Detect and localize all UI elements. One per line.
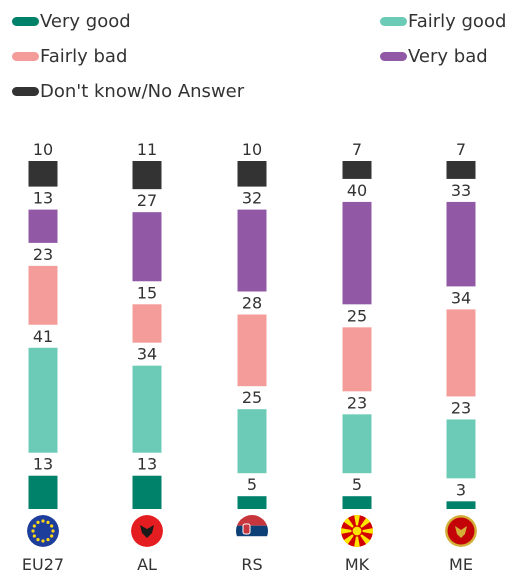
bar-very-bad-eu27 — [28, 209, 58, 243]
data-label-very-bad-al: 27 — [137, 191, 157, 210]
bar-very-good-rs — [237, 496, 267, 509]
data-label-very-good-me: 3 — [456, 480, 466, 499]
bar-very-good-al — [132, 475, 162, 509]
bar-very-bad-mk — [342, 201, 372, 305]
bar-fairly-good-al — [132, 365, 162, 453]
bar-group-al: 13 34 15 27 11 — [132, 140, 162, 509]
data-label-very-good-rs: 5 — [247, 475, 257, 494]
legend-swatch-very-bad — [380, 52, 407, 61]
bar-group-eu27: 13 41 23 13 10 — [28, 140, 58, 509]
legend-item-fairly-bad: Fairly bad — [12, 46, 127, 67]
legend-label-very-bad: Very bad — [408, 46, 488, 67]
legend-swatch-very-good — [12, 17, 39, 26]
data-label-fairly-bad-mk: 25 — [347, 306, 367, 325]
data-label-fairly-good-me: 23 — [451, 398, 471, 417]
data-label-very-good-al: 13 — [137, 455, 157, 474]
legend-swatch-fairly-bad — [12, 52, 39, 61]
category-label-al: AL — [137, 555, 157, 574]
bar-very-good-eu27 — [28, 475, 58, 509]
data-label-fairly-bad-rs: 28 — [242, 294, 262, 313]
data-label-fairly-good-eu27: 41 — [33, 327, 53, 346]
legend-item-fairly-good: Fairly good — [380, 11, 506, 32]
bar-fairly-bad-rs — [237, 314, 267, 387]
legend-swatch-fairly-good — [380, 17, 407, 26]
bar-group-mk: 5 23 25 40 7 — [342, 140, 372, 509]
eu-flag-icon — [27, 515, 59, 547]
serbia-flag-icon — [236, 515, 268, 547]
bar-don-t-know-no-answer-me — [446, 161, 476, 179]
data-label-very-good-eu27: 13 — [33, 455, 53, 474]
bar-group-rs: 5 25 28 32 10 — [237, 140, 267, 509]
data-label-fairly-bad-eu27: 23 — [33, 245, 53, 264]
data-label-don-t-know-no-answer-rs: 10 — [242, 140, 262, 159]
bar-fairly-bad-al — [132, 304, 162, 343]
bar-fairly-good-rs — [237, 409, 267, 474]
category-label-rs: RS — [241, 555, 262, 574]
bar-fairly-good-me — [446, 419, 476, 479]
data-label-fairly-bad-al: 15 — [137, 283, 157, 302]
data-label-very-bad-mk: 40 — [347, 181, 367, 200]
bar-very-bad-me — [446, 201, 476, 287]
bar-don-t-know-no-answer-mk — [342, 161, 372, 179]
legend-item-very-good: Very good — [12, 11, 131, 32]
bar-fairly-good-eu27 — [28, 347, 58, 453]
albania-flag-icon — [131, 515, 163, 547]
legend-label-dont-know: Don't know/No Answer — [40, 81, 245, 102]
bar-fairly-good-mk — [342, 414, 372, 474]
bar-don-t-know-no-answer-al — [132, 161, 162, 190]
data-label-don-t-know-no-answer-al: 11 — [137, 140, 157, 159]
data-label-fairly-good-mk: 23 — [347, 393, 367, 412]
legend-item-very-bad: Very bad — [380, 46, 488, 67]
legend-item-dont-know: Don't know/No Answer — [12, 81, 244, 102]
montenegro-flag-icon — [445, 515, 477, 547]
bar-group-me: 3 23 34 33 7 — [446, 140, 476, 509]
bar-don-t-know-no-answer-eu27 — [28, 161, 58, 187]
data-label-very-bad-rs: 32 — [242, 189, 262, 208]
data-label-don-t-know-no-answer-mk: 7 — [352, 140, 362, 159]
data-label-very-bad-eu27: 13 — [33, 189, 53, 208]
legend-label-very-good: Very good — [40, 11, 131, 32]
legend-label-fairly-good: Fairly good — [408, 11, 507, 32]
legend-label-fairly-bad: Fairly bad — [40, 46, 128, 67]
data-label-don-t-know-no-answer-me: 7 — [456, 140, 466, 159]
bar-very-good-me — [446, 501, 476, 509]
chart-legend: Very good Fairly good Fairly bad Very ba… — [0, 0, 515, 110]
north-macedonia-flag-icon — [341, 515, 373, 547]
bar-fairly-bad-eu27 — [28, 265, 58, 325]
bar-fairly-bad-mk — [342, 327, 372, 392]
bar-very-bad-al — [132, 212, 162, 282]
data-label-fairly-good-al: 34 — [137, 345, 157, 364]
bar-don-t-know-no-answer-rs — [237, 161, 267, 187]
bar-very-good-mk — [342, 496, 372, 509]
data-label-very-good-mk: 5 — [352, 475, 362, 494]
legend-swatch-dont-know — [12, 87, 39, 96]
category-label-me: ME — [449, 555, 473, 574]
data-label-fairly-good-rs: 25 — [242, 388, 262, 407]
data-label-fairly-bad-me: 34 — [451, 288, 471, 307]
bar-fairly-bad-me — [446, 309, 476, 397]
bar-very-bad-rs — [237, 209, 267, 292]
data-label-very-bad-me: 33 — [451, 181, 471, 200]
category-label-mk: MK — [345, 555, 370, 574]
data-label-don-t-know-no-answer-eu27: 10 — [33, 140, 53, 159]
category-label-eu27: EU27 — [22, 555, 64, 574]
